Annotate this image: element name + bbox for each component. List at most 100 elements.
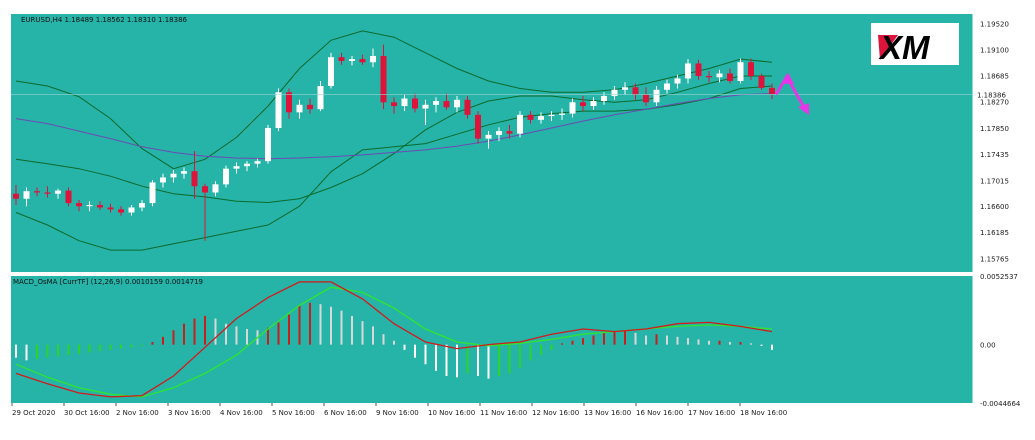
candle-body <box>737 62 744 82</box>
candle <box>643 87 649 107</box>
forecast-up-arrowhead-icon <box>782 72 794 84</box>
candle-body <box>76 203 82 207</box>
time-axis-label: 2 Nov 16:00 <box>116 409 159 417</box>
candle-body <box>212 184 219 193</box>
candle-body <box>86 204 93 207</box>
candle-body <box>244 163 250 167</box>
candle <box>632 83 639 100</box>
price-axis-label: 1.17435 <box>980 151 1009 159</box>
candle-body <box>170 173 177 178</box>
candle-body <box>349 59 355 61</box>
candle-body <box>370 55 376 63</box>
candle <box>517 111 523 138</box>
candle <box>118 206 124 216</box>
candle-body <box>517 114 523 134</box>
time-axis-label: 6 Nov 16:00 <box>324 409 367 417</box>
candle <box>506 124 513 139</box>
time-axis-label: 12 Nov 16:00 <box>532 409 579 417</box>
candle-body <box>233 166 240 169</box>
price-plot-area <box>11 14 973 272</box>
candle-body <box>496 131 502 135</box>
candle <box>559 108 565 120</box>
candle-body <box>23 191 30 199</box>
candle-body <box>422 104 429 109</box>
candle-body <box>412 98 418 109</box>
candle-body <box>65 190 72 204</box>
logo-mark-icon <box>878 35 898 60</box>
price-axis-label: 1.16185 <box>980 229 1009 237</box>
xm-logo[interactable]: XM <box>871 23 959 66</box>
candle-body <box>55 190 61 194</box>
candle <box>380 44 387 110</box>
price-axis-label: 1.19100 <box>980 47 1009 55</box>
candle-body <box>254 161 261 164</box>
candle <box>580 96 586 112</box>
candle-body <box>506 131 513 134</box>
time-axis-label: 9 Nov 16:00 <box>376 409 419 417</box>
candle-body <box>202 186 208 193</box>
candle <box>716 69 723 83</box>
candle-body <box>191 171 198 187</box>
time-axis-label: 3 Nov 16:00 <box>168 409 211 417</box>
candle-body <box>674 78 681 84</box>
candle <box>202 183 208 241</box>
candle <box>149 179 156 207</box>
candle-body <box>181 171 187 174</box>
candle <box>611 86 618 100</box>
candle-body <box>380 55 387 103</box>
time-axis-label: 5 Nov 16:00 <box>272 409 315 417</box>
time-axis-label: 10 Nov 16:00 <box>428 409 475 417</box>
candle <box>55 188 61 199</box>
candle <box>275 88 282 132</box>
candle <box>170 169 177 183</box>
candle <box>97 201 103 211</box>
axes: 1.19520 1.19100 1.18685 1.18270 1.17850 1.174… <box>11 20 1021 417</box>
candle-body <box>307 104 313 110</box>
candle <box>401 94 408 112</box>
candle-body <box>643 94 649 103</box>
candle-body <box>769 87 775 95</box>
candle-body <box>149 182 156 204</box>
candle <box>23 187 30 207</box>
candle-body <box>590 101 597 107</box>
candle-body <box>44 192 51 194</box>
price-axis-label: 1.18685 <box>980 73 1009 81</box>
candle-body <box>128 207 135 213</box>
candle-body <box>485 134 492 139</box>
candle-body <box>317 86 324 110</box>
logo-text: XM <box>878 29 931 66</box>
time-axis-label: 17 Nov 16:00 <box>688 409 735 417</box>
candle-body <box>716 73 723 78</box>
candle <box>107 203 114 213</box>
slow-ma-line <box>15 93 773 160</box>
candle-body <box>454 99 460 108</box>
candle <box>569 98 576 118</box>
current-price-label: 1.18386 <box>977 91 1006 99</box>
candle <box>254 158 261 168</box>
candle-body <box>338 57 345 61</box>
macd-plot-area <box>11 276 973 403</box>
macd-panel <box>15 281 773 398</box>
candle <box>34 187 40 197</box>
candle-body <box>727 73 733 82</box>
candle <box>706 70 712 83</box>
candle-body <box>622 87 628 90</box>
time-axis-label: 16 Nov 16:00 <box>636 409 683 417</box>
candle <box>527 111 534 124</box>
candle-body <box>433 101 439 105</box>
candle <box>359 54 366 65</box>
price-axis-label: 1.17015 <box>980 177 1009 185</box>
candle-body <box>401 98 408 107</box>
candle <box>475 111 481 144</box>
price-axis-label: 1.16600 <box>980 203 1009 211</box>
price-axis-label: 1.18270 <box>980 99 1009 107</box>
forecast-down-arrowhead-icon <box>798 103 809 116</box>
candle-body <box>580 102 586 107</box>
candle <box>548 111 555 122</box>
candle <box>13 184 19 205</box>
time-axis-label: 11 Nov 16:00 <box>480 409 527 417</box>
candle-body <box>527 114 534 120</box>
candle-body <box>548 114 555 117</box>
price-panel <box>11 30 973 251</box>
time-axis-label: 18 Nov 16:00 <box>740 409 787 417</box>
